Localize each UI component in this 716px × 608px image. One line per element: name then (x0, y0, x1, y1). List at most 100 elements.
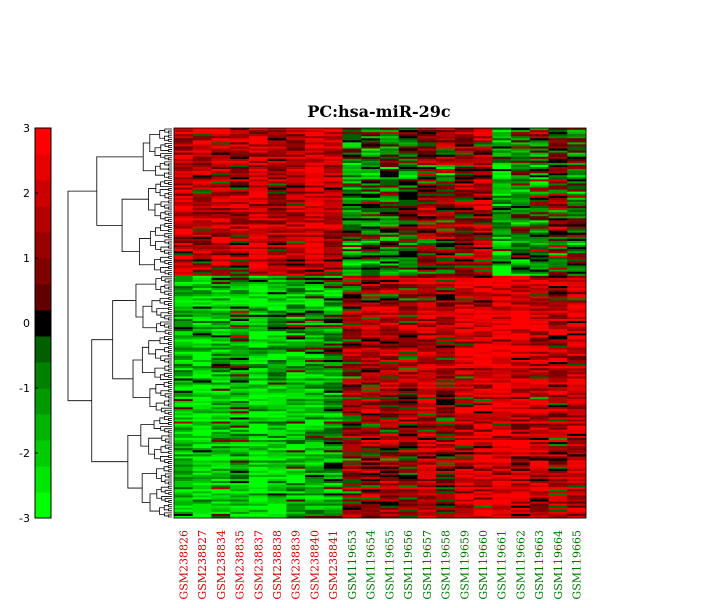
heatmap-cell (323, 507, 343, 511)
heatmap-cell (398, 382, 418, 385)
heatmap-cell (529, 230, 549, 234)
heatmap-cell (305, 216, 325, 219)
heatmap-cell (174, 505, 194, 509)
heatmap-cell (230, 503, 250, 507)
heatmap-cell (473, 308, 493, 312)
heatmap-cell (230, 329, 250, 332)
heatmap-cell (473, 507, 493, 511)
dendrogram-branch (164, 347, 169, 353)
heatmap-cell (342, 224, 362, 227)
heatmap-cell (492, 515, 512, 519)
dendrogram-branch (142, 305, 157, 329)
heatmap-cell (454, 253, 475, 256)
heatmap-cell (511, 392, 531, 396)
heatmap-cell (436, 173, 456, 176)
heatmap-cell (529, 203, 549, 207)
heatmap-cell (248, 294, 269, 297)
heatmap-cell (323, 421, 343, 424)
heatmap-cell (492, 162, 512, 166)
heatmap-cell (248, 267, 269, 271)
heatmap-cell (380, 203, 400, 207)
heatmap-cell (342, 206, 362, 209)
heatmap-cell (192, 503, 212, 507)
heatmap-cell (567, 388, 587, 392)
heatmap-cell (323, 158, 343, 162)
heatmap-cell (548, 396, 568, 400)
heatmap-cell (511, 384, 531, 388)
heatmap-cell (380, 472, 400, 476)
heatmap-cell (380, 425, 400, 429)
heatmap-cell (473, 505, 493, 509)
heatmap-cell (174, 413, 194, 416)
heatmap-cell (286, 437, 306, 441)
heatmap-cell (361, 160, 381, 164)
heatmap-cell (230, 253, 250, 256)
heatmap-cell (548, 242, 568, 246)
heatmap-cell (230, 462, 250, 466)
column-label: GSM119659 (458, 530, 471, 600)
heatmap-cell (417, 495, 437, 498)
heatmap-cell (305, 327, 325, 330)
heatmap-cell (230, 355, 250, 359)
heatmap-cell (567, 214, 587, 217)
heatmap-cell (230, 442, 250, 445)
heatmap-cell (323, 222, 343, 225)
heatmap-cell (174, 378, 194, 381)
heatmap-cell (548, 345, 568, 349)
heatmap-cell (174, 437, 194, 441)
heatmap-cell (548, 212, 568, 215)
heatmap-cell (174, 189, 194, 193)
heatmap-cell (492, 158, 512, 162)
heatmap-cell (248, 304, 269, 307)
heatmap-cell (436, 259, 456, 262)
dendrogram-branch (168, 317, 172, 321)
heatmap-cell (511, 450, 531, 453)
heatmap-cell (529, 446, 549, 449)
heatmap-cell (342, 298, 362, 301)
heatmap-cell (230, 259, 250, 262)
heatmap-cell (548, 366, 568, 369)
heatmap-cell (380, 154, 400, 158)
heatmap-cell (305, 364, 325, 367)
heatmap-cell (436, 136, 456, 139)
heatmap-cell (305, 146, 325, 149)
heatmap-cell (380, 257, 400, 260)
heatmap-cell (548, 197, 568, 201)
heatmap-cell (492, 156, 512, 160)
heatmap-cell (267, 466, 287, 470)
heatmap-cell (174, 249, 194, 252)
heatmap-cell (380, 292, 400, 295)
heatmap-cell (436, 460, 456, 463)
heatmap-cell (398, 435, 418, 439)
dendrogram-branch (160, 286, 165, 294)
heatmap-cell (192, 171, 212, 174)
heatmap-cell (286, 247, 306, 250)
heatmap-cell (492, 265, 512, 268)
heatmap-cell (492, 255, 512, 258)
heatmap-cell (567, 349, 587, 353)
heatmap-cell (417, 294, 437, 297)
heatmap-cell (361, 362, 381, 365)
heatmap-cell (398, 220, 418, 223)
heatmap-cell (529, 216, 549, 219)
heatmap-cell (529, 454, 549, 457)
heatmap-cell (192, 374, 212, 377)
heatmap-cell (529, 329, 549, 332)
heatmap-cell (492, 403, 512, 406)
heatmap-cell (567, 265, 587, 268)
dendrogram-branch (155, 349, 165, 359)
heatmap-cell (529, 218, 549, 221)
heatmap-cell (454, 195, 475, 199)
heatmap-cell (567, 185, 587, 188)
heatmap-cell (567, 382, 587, 385)
heatmap-cell (267, 341, 287, 344)
heatmap-cell (473, 382, 493, 385)
heatmap-cell (511, 306, 531, 310)
heatmap-cell (529, 345, 549, 349)
heatmap-cell (211, 152, 231, 156)
heatmap-cell (342, 364, 362, 367)
dendrogram-branch (121, 198, 149, 253)
heatmap-cell (248, 173, 269, 176)
heatmap-cell (286, 333, 306, 336)
heatmap-cell (529, 300, 549, 303)
